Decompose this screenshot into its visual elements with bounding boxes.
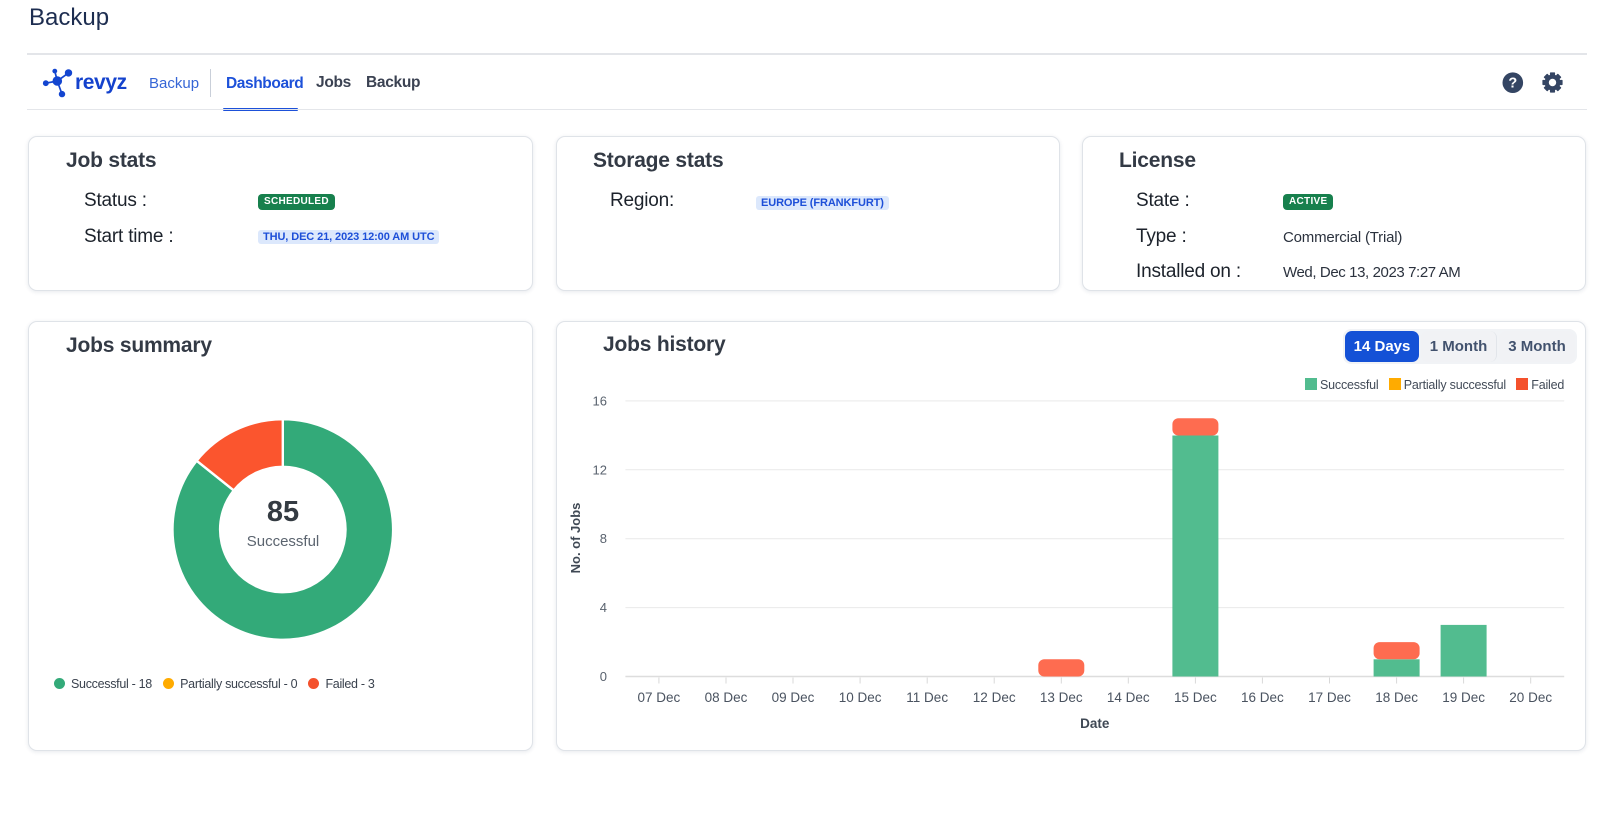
svg-text:?: ? xyxy=(1508,76,1517,92)
svg-text:Date: Date xyxy=(1080,716,1110,731)
svg-text:16 Dec: 16 Dec xyxy=(1241,690,1284,705)
svg-text:14 Dec: 14 Dec xyxy=(1107,690,1150,705)
svg-text:15 Dec: 15 Dec xyxy=(1174,690,1217,705)
svg-text:10 Dec: 10 Dec xyxy=(839,690,882,705)
svg-text:12 Dec: 12 Dec xyxy=(973,690,1016,705)
svg-text:17 Dec: 17 Dec xyxy=(1308,690,1351,705)
svg-text:No. of Jobs: No. of Jobs xyxy=(568,503,583,574)
svg-text:0: 0 xyxy=(600,669,607,684)
svg-text:8: 8 xyxy=(600,531,607,546)
svg-text:09 Dec: 09 Dec xyxy=(772,690,815,705)
svg-text:11 Dec: 11 Dec xyxy=(906,690,948,705)
svg-text:13 Dec: 13 Dec xyxy=(1040,690,1083,705)
svg-text:19 Dec: 19 Dec xyxy=(1442,690,1485,705)
svg-text:16: 16 xyxy=(593,393,607,408)
svg-text:12: 12 xyxy=(593,462,607,477)
svg-text:08 Dec: 08 Dec xyxy=(705,690,748,705)
svg-text:4: 4 xyxy=(600,600,607,615)
svg-text:07 Dec: 07 Dec xyxy=(638,690,681,705)
svg-text:18 Dec: 18 Dec xyxy=(1375,690,1418,705)
svg-text:20 Dec: 20 Dec xyxy=(1509,690,1552,705)
